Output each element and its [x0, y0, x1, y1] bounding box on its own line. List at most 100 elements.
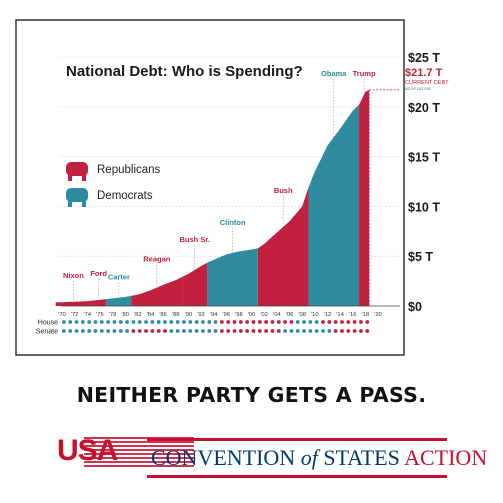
donkey-icon-leg — [82, 201, 86, 207]
congress-dot — [232, 329, 237, 333]
congress-dot — [93, 329, 98, 333]
congress-dot — [68, 329, 73, 333]
congress-dot — [365, 329, 370, 333]
congress-dot — [346, 329, 351, 333]
congress-dot — [80, 329, 85, 333]
term-area-bush — [257, 187, 309, 306]
chart-title: National Debt: Who is Spending? — [66, 63, 303, 80]
debt-chart: $0 $5 T $10 T $15 T $20 T $25 T Nixon Ford Carte… — [15, 19, 449, 356]
congress-dot — [112, 320, 117, 324]
congress-dot — [314, 329, 319, 333]
donkey-icon-leg — [68, 201, 72, 207]
congress-dot — [131, 320, 136, 324]
congress-row-label: House — [38, 320, 58, 327]
congress-dot — [188, 320, 193, 324]
congress-dot — [346, 320, 351, 324]
x-tick-label: '88 — [172, 312, 180, 318]
term-area-bushsr — [182, 262, 208, 306]
congress-dot — [289, 320, 294, 324]
flag-stripes-icon — [84, 437, 194, 469]
congress-dot — [182, 320, 186, 324]
congress-dot — [175, 329, 180, 333]
congress-dot — [213, 320, 218, 324]
congress-dot — [308, 329, 313, 333]
congress-dot — [295, 329, 300, 333]
congress-dot — [137, 329, 142, 333]
congress-dot — [169, 329, 174, 333]
congress-dot — [340, 320, 344, 324]
x-tick-label: '96 — [223, 312, 231, 318]
x-tick-label: '16 — [349, 312, 357, 318]
congress-dot — [207, 320, 212, 324]
x-tick-label: '70 — [58, 312, 66, 318]
x-tick-label: '02 — [260, 312, 268, 318]
congress-dot — [359, 320, 363, 324]
x-tick-label: '78 — [109, 312, 117, 318]
x-tick-label: '10 — [311, 312, 319, 318]
y-tick-label: $15 T — [408, 151, 440, 165]
congress-dot — [194, 329, 199, 333]
term-area-reagan — [131, 276, 183, 306]
congress-dot — [314, 320, 319, 324]
congress-dot — [188, 329, 193, 333]
president-label: Ford — [90, 269, 107, 278]
x-tick-label: '72 — [71, 312, 79, 318]
congress-dot — [219, 320, 224, 324]
congress-dot — [137, 320, 142, 324]
x-tick-label: '90 — [185, 312, 193, 318]
x-tick-label: '12 — [324, 312, 332, 318]
congress-dot — [359, 329, 363, 333]
president-label: Bush — [274, 186, 293, 195]
congress-dot — [264, 320, 269, 324]
x-tick-label: '94 — [210, 312, 218, 318]
congress-dot — [131, 329, 136, 333]
congress-dot — [251, 329, 256, 333]
x-tick-label: '86 — [159, 312, 167, 318]
x-tick-label: '18 — [362, 312, 370, 318]
congress-dot — [125, 329, 129, 333]
president-label: Nixon — [63, 271, 84, 280]
elephant-icon-leg — [68, 175, 72, 181]
congress-dot — [201, 329, 205, 333]
y-tick-label: $25 T — [408, 51, 440, 65]
congress-dot — [99, 329, 104, 333]
congress-dot — [118, 329, 123, 333]
congress-dot — [163, 329, 167, 333]
x-tick-label: '06 — [286, 312, 294, 318]
congress-dot — [276, 329, 281, 333]
congress-dot — [257, 320, 262, 324]
congress-dot — [61, 320, 66, 324]
president-label: Reagan — [143, 255, 171, 264]
current-debt-note: AS OF 11/27/18 — [405, 87, 431, 91]
congress-dot — [327, 320, 332, 324]
logo-usa: USA — [57, 434, 118, 467]
president-label: Trump — [353, 69, 376, 78]
congress-dot — [333, 320, 338, 324]
congress-dot — [61, 329, 66, 333]
congress-dot — [321, 320, 325, 324]
congress-dot — [144, 320, 148, 324]
congress-dot — [213, 329, 218, 333]
congress-dot — [283, 320, 287, 324]
term-area-carter — [106, 295, 132, 306]
congress-dot — [257, 329, 262, 333]
congress-row-label: Senate — [36, 329, 58, 336]
congress-dot — [118, 320, 123, 324]
president-label: Clinton — [220, 218, 246, 227]
congress-dot — [87, 329, 92, 333]
congress-dot — [150, 329, 155, 333]
congress-dot — [276, 320, 281, 324]
y-tick-label: $10 T — [408, 200, 440, 214]
congress-dot — [270, 329, 275, 333]
congress-dot — [156, 320, 161, 324]
congress-dot — [93, 320, 98, 324]
congress-dot — [182, 329, 186, 333]
y-tick-label: $20 T — [408, 101, 440, 115]
x-tick-label: '20 — [374, 312, 382, 318]
president-label: Bush Sr. — [180, 235, 210, 244]
x-tick-label: '80 — [121, 312, 129, 318]
x-tick-label: '98 — [235, 312, 243, 318]
congress-dot — [264, 329, 269, 333]
term-area-nixon — [55, 300, 92, 306]
x-tick-label: '92 — [197, 312, 205, 318]
